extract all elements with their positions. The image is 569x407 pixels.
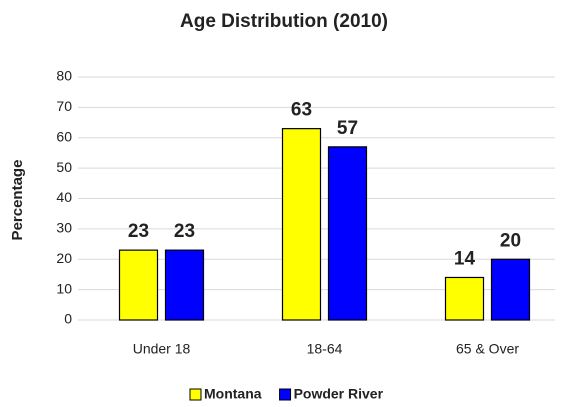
data-label: 23 <box>174 221 195 242</box>
data-label: 63 <box>291 100 312 121</box>
bar <box>118 249 159 321</box>
x-tick-label: 65 & Over <box>456 341 519 357</box>
y-tick-label: 80 <box>56 68 72 84</box>
x-tick-label: 18-64 <box>307 341 343 357</box>
y-tick-label: 50 <box>56 159 72 175</box>
data-label: 20 <box>500 230 521 251</box>
data-label: 14 <box>454 248 476 269</box>
x-tick-label: Under 18 <box>133 341 191 357</box>
legend-swatch <box>279 388 292 401</box>
y-tick-label: 0 <box>64 311 72 327</box>
legend-label: Montana <box>204 386 262 402</box>
y-tick-label: 70 <box>56 98 72 114</box>
bar <box>327 146 368 321</box>
y-tick-label: 30 <box>56 220 72 236</box>
data-label: 57 <box>337 118 358 139</box>
legend-swatch <box>189 388 202 401</box>
bar <box>490 258 531 321</box>
legend-label: Powder River <box>294 386 384 402</box>
chart-title: Age Distribution (2010) <box>180 11 388 32</box>
y-axis-label: Percentage <box>9 160 26 241</box>
bar <box>281 128 322 321</box>
y-tick-label: 10 <box>56 280 72 296</box>
y-tick-label: 20 <box>56 250 72 266</box>
data-label: 23 <box>128 221 149 242</box>
bar <box>444 276 485 321</box>
y-tick-label: 60 <box>56 128 72 144</box>
bar <box>164 249 205 321</box>
y-tick-label: 40 <box>56 189 72 205</box>
